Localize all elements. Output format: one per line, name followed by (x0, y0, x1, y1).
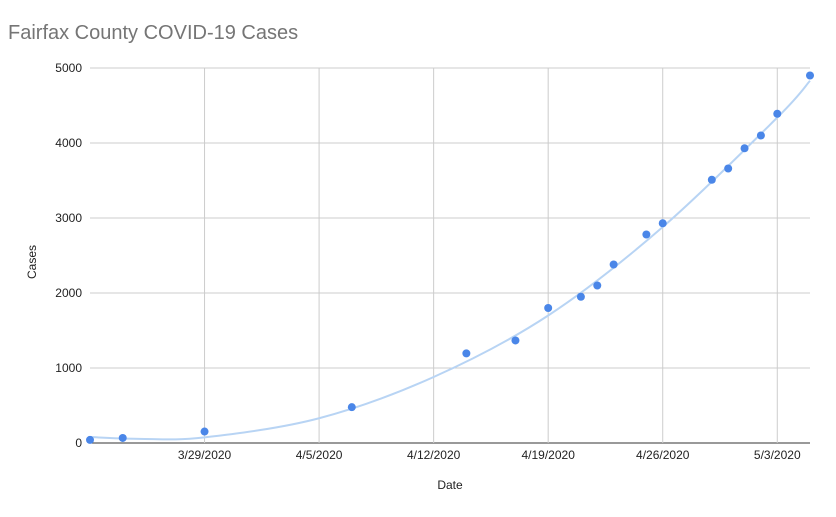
data-point (773, 109, 782, 118)
x-tick-label: 5/3/2020 (754, 448, 801, 462)
grid-layer (90, 67, 810, 444)
data-point (544, 304, 553, 312)
data-point (756, 131, 765, 140)
data-point (462, 349, 471, 358)
y-tick-label: 5000 (55, 61, 82, 75)
x-tick-label: 4/5/2020 (296, 448, 343, 462)
y-axis-title: Cases (25, 245, 39, 279)
data-point (609, 260, 618, 269)
x-tick-label: 3/29/2020 (178, 448, 232, 462)
trendline-layer (89, 80, 811, 441)
x-tick-label: 4/12/2020 (407, 448, 461, 462)
data-point (806, 71, 814, 80)
y-tick-label: 0 (75, 436, 82, 450)
trendline (89, 80, 811, 441)
x-axis-title: Date (437, 478, 463, 492)
data-point (707, 175, 716, 184)
data-point (576, 292, 585, 301)
chart-title: Fairfax County COVID-19 Cases (8, 22, 299, 44)
data-points-layer (86, 71, 814, 444)
data-point (642, 230, 651, 239)
y-tick-label: 4000 (55, 136, 82, 150)
y-tick-labels: 0 1000 2000 3000 4000 5000 (55, 61, 82, 450)
x-tick-labels: 3/29/2020 4/5/2020 4/12/2020 4/19/2020 4/26/… (178, 448, 801, 462)
x-tick-label: 4/19/2020 (521, 448, 575, 462)
data-point (118, 433, 127, 442)
data-point (347, 403, 356, 412)
data-point (511, 336, 520, 345)
y-tick-label: 1000 (55, 361, 82, 375)
y-tick-label: 2000 (55, 286, 82, 300)
data-point (593, 281, 602, 290)
x-tick-label: 4/26/2020 (636, 448, 690, 462)
y-tick-label: 3000 (55, 211, 82, 225)
data-point (86, 435, 94, 444)
data-point (658, 219, 667, 228)
data-point (724, 164, 733, 173)
data-point (200, 427, 209, 436)
data-point (740, 144, 749, 153)
